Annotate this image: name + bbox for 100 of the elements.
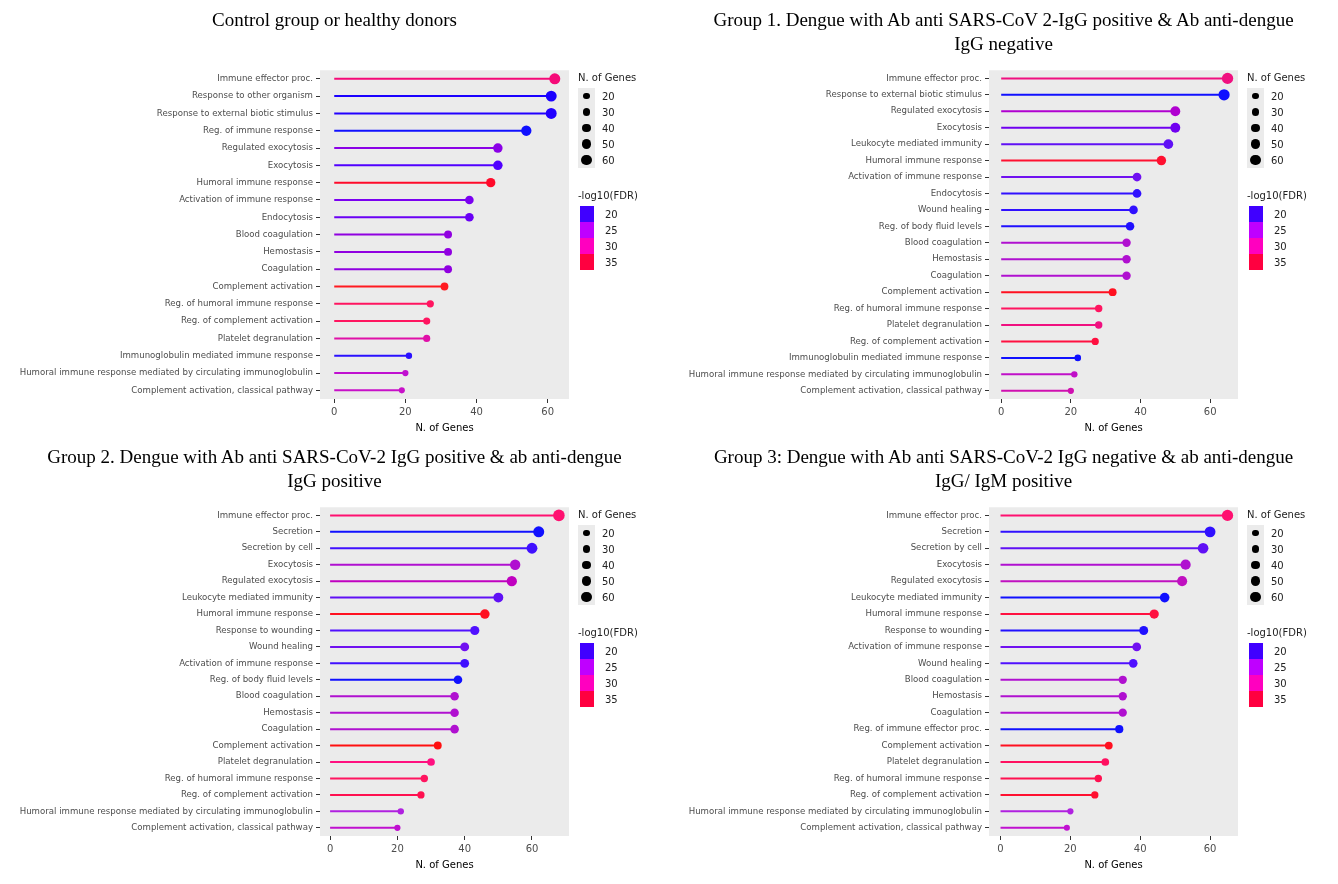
y-tick-label: Secretion — [941, 526, 982, 537]
y-tick-label: Platelet degranulation — [886, 319, 982, 330]
y-tick-label: Response to other organism — [191, 90, 313, 101]
point — [506, 576, 517, 587]
point — [1122, 238, 1131, 247]
point — [1125, 222, 1135, 231]
y-tick-label: Humoral immune response mediated by circulating immunoglobulin — [19, 805, 313, 816]
point — [1067, 387, 1074, 394]
x-tick-label: 40 — [470, 405, 483, 417]
point — [453, 675, 463, 685]
y-tick-label: Complement activation — [212, 280, 313, 291]
legend-label: 40 — [602, 559, 615, 571]
point — [1139, 625, 1149, 635]
point — [1132, 172, 1142, 182]
legend-label: 50 — [602, 138, 615, 150]
point — [1132, 642, 1142, 652]
y-tick-label: Exocytosis — [936, 121, 983, 132]
y-tick-label: Humoral immune response mediated by circulating immunoglobulin — [688, 805, 982, 816]
legend-label: 40 — [602, 122, 615, 134]
y-tick-label: Hemostasis — [263, 246, 314, 257]
y-tick-label: Secretion by cell — [241, 542, 313, 553]
color-bar-label: 25 — [605, 224, 618, 236]
y-tick-label: Endocytosis — [261, 211, 314, 222]
point — [440, 282, 449, 291]
x-tick-label: 60 — [1203, 405, 1217, 417]
legend-label: 20 — [1271, 90, 1284, 102]
legend-label: 60 — [602, 591, 615, 603]
legend-label: 50 — [1271, 575, 1284, 587]
point — [1122, 255, 1131, 264]
y-tick-label: Hemostasis — [932, 253, 983, 264]
point — [433, 741, 442, 750]
y-tick-label: Blood coagulation — [904, 674, 982, 685]
point — [426, 300, 434, 308]
color-bar-label: 30 — [1274, 677, 1287, 689]
y-tick-label: Reg. of immune effector proc. — [853, 723, 982, 734]
point — [1071, 371, 1078, 378]
legend-title: N. of Genes — [578, 72, 638, 83]
y-tick-label: Humoral immune response — [865, 608, 982, 619]
point — [533, 526, 545, 538]
y-tick-label: Response to wounding — [215, 624, 313, 635]
color-bar-label: 20 — [605, 645, 618, 657]
legend-label: 20 — [602, 527, 615, 539]
y-tick-label: Reg. of complement activation — [849, 335, 982, 346]
y-tick-label: Immune effector proc. — [217, 73, 313, 84]
point — [450, 691, 459, 701]
point — [402, 369, 409, 377]
point — [1122, 271, 1131, 280]
x-tick-label: 20 — [1064, 842, 1077, 854]
point — [423, 334, 431, 342]
point — [1118, 708, 1127, 717]
point — [1067, 808, 1074, 815]
y-tick-label: Exocytosis — [267, 159, 314, 170]
y-tick-label: Coagulation — [930, 706, 982, 717]
x-tick-label: 0 — [326, 842, 334, 854]
y-tick-label: Regulated exocytosis — [221, 142, 314, 153]
y-tick-label: Reg. of humoral immune response — [164, 298, 313, 309]
point — [1170, 122, 1181, 133]
y-tick-label: Complement activation — [212, 739, 313, 750]
color-bar-label: 20 — [1274, 645, 1287, 657]
color-bar-label: 35 — [1274, 693, 1287, 705]
legend-label: 60 — [1271, 591, 1284, 603]
y-tick-label: Immunoglobulin mediated immune response — [788, 352, 982, 363]
y-tick-label: Humoral immune response mediated by circulating immunoglobulin — [688, 368, 982, 379]
point — [521, 125, 532, 136]
point — [1094, 321, 1103, 329]
x-tick-label: 20 — [391, 842, 404, 854]
y-tick-label: Reg. of complement activation — [180, 789, 313, 800]
legend-label: 30 — [602, 106, 615, 118]
legend-label: 60 — [1271, 154, 1284, 166]
color-bar-label: 30 — [605, 677, 618, 689]
point — [1156, 155, 1167, 166]
point — [470, 625, 480, 636]
color-bar-title: -log10(FDR) — [1247, 190, 1307, 201]
y-tick-label: Humoral immune response — [196, 608, 313, 619]
point — [1128, 659, 1138, 668]
y-tick-label: Humoral immune response mediated by circulating immunoglobulin — [19, 367, 313, 378]
y-tick-label: Complement activation, classical pathway — [800, 822, 982, 833]
point — [444, 265, 453, 274]
legend-label: 30 — [602, 543, 615, 555]
color-bar-label: 35 — [1274, 256, 1287, 268]
y-tick-label: Blood coagulation — [235, 228, 313, 239]
point — [509, 559, 521, 570]
x-axis-title: N. of Genes — [1084, 858, 1143, 870]
y-tick-label: Immune effector proc. — [886, 509, 982, 520]
point — [417, 791, 425, 799]
point — [398, 387, 405, 394]
point — [1149, 609, 1159, 619]
y-tick-label: Reg. of body fluid levels — [878, 220, 983, 231]
point — [1091, 791, 1099, 799]
x-tick-label: 60 — [1203, 842, 1217, 854]
x-tick-label: 60 — [541, 405, 555, 417]
point — [444, 230, 453, 239]
y-tick-label: Endocytosis — [930, 187, 983, 198]
legend-label: 30 — [1271, 543, 1284, 555]
point — [444, 247, 453, 256]
y-tick-label: Reg. of humoral immune response — [833, 302, 982, 313]
point — [493, 143, 503, 153]
point — [1094, 304, 1103, 313]
legend-label: 40 — [1271, 122, 1284, 134]
y-tick-label: Complement activation, classical pathway — [131, 384, 313, 395]
